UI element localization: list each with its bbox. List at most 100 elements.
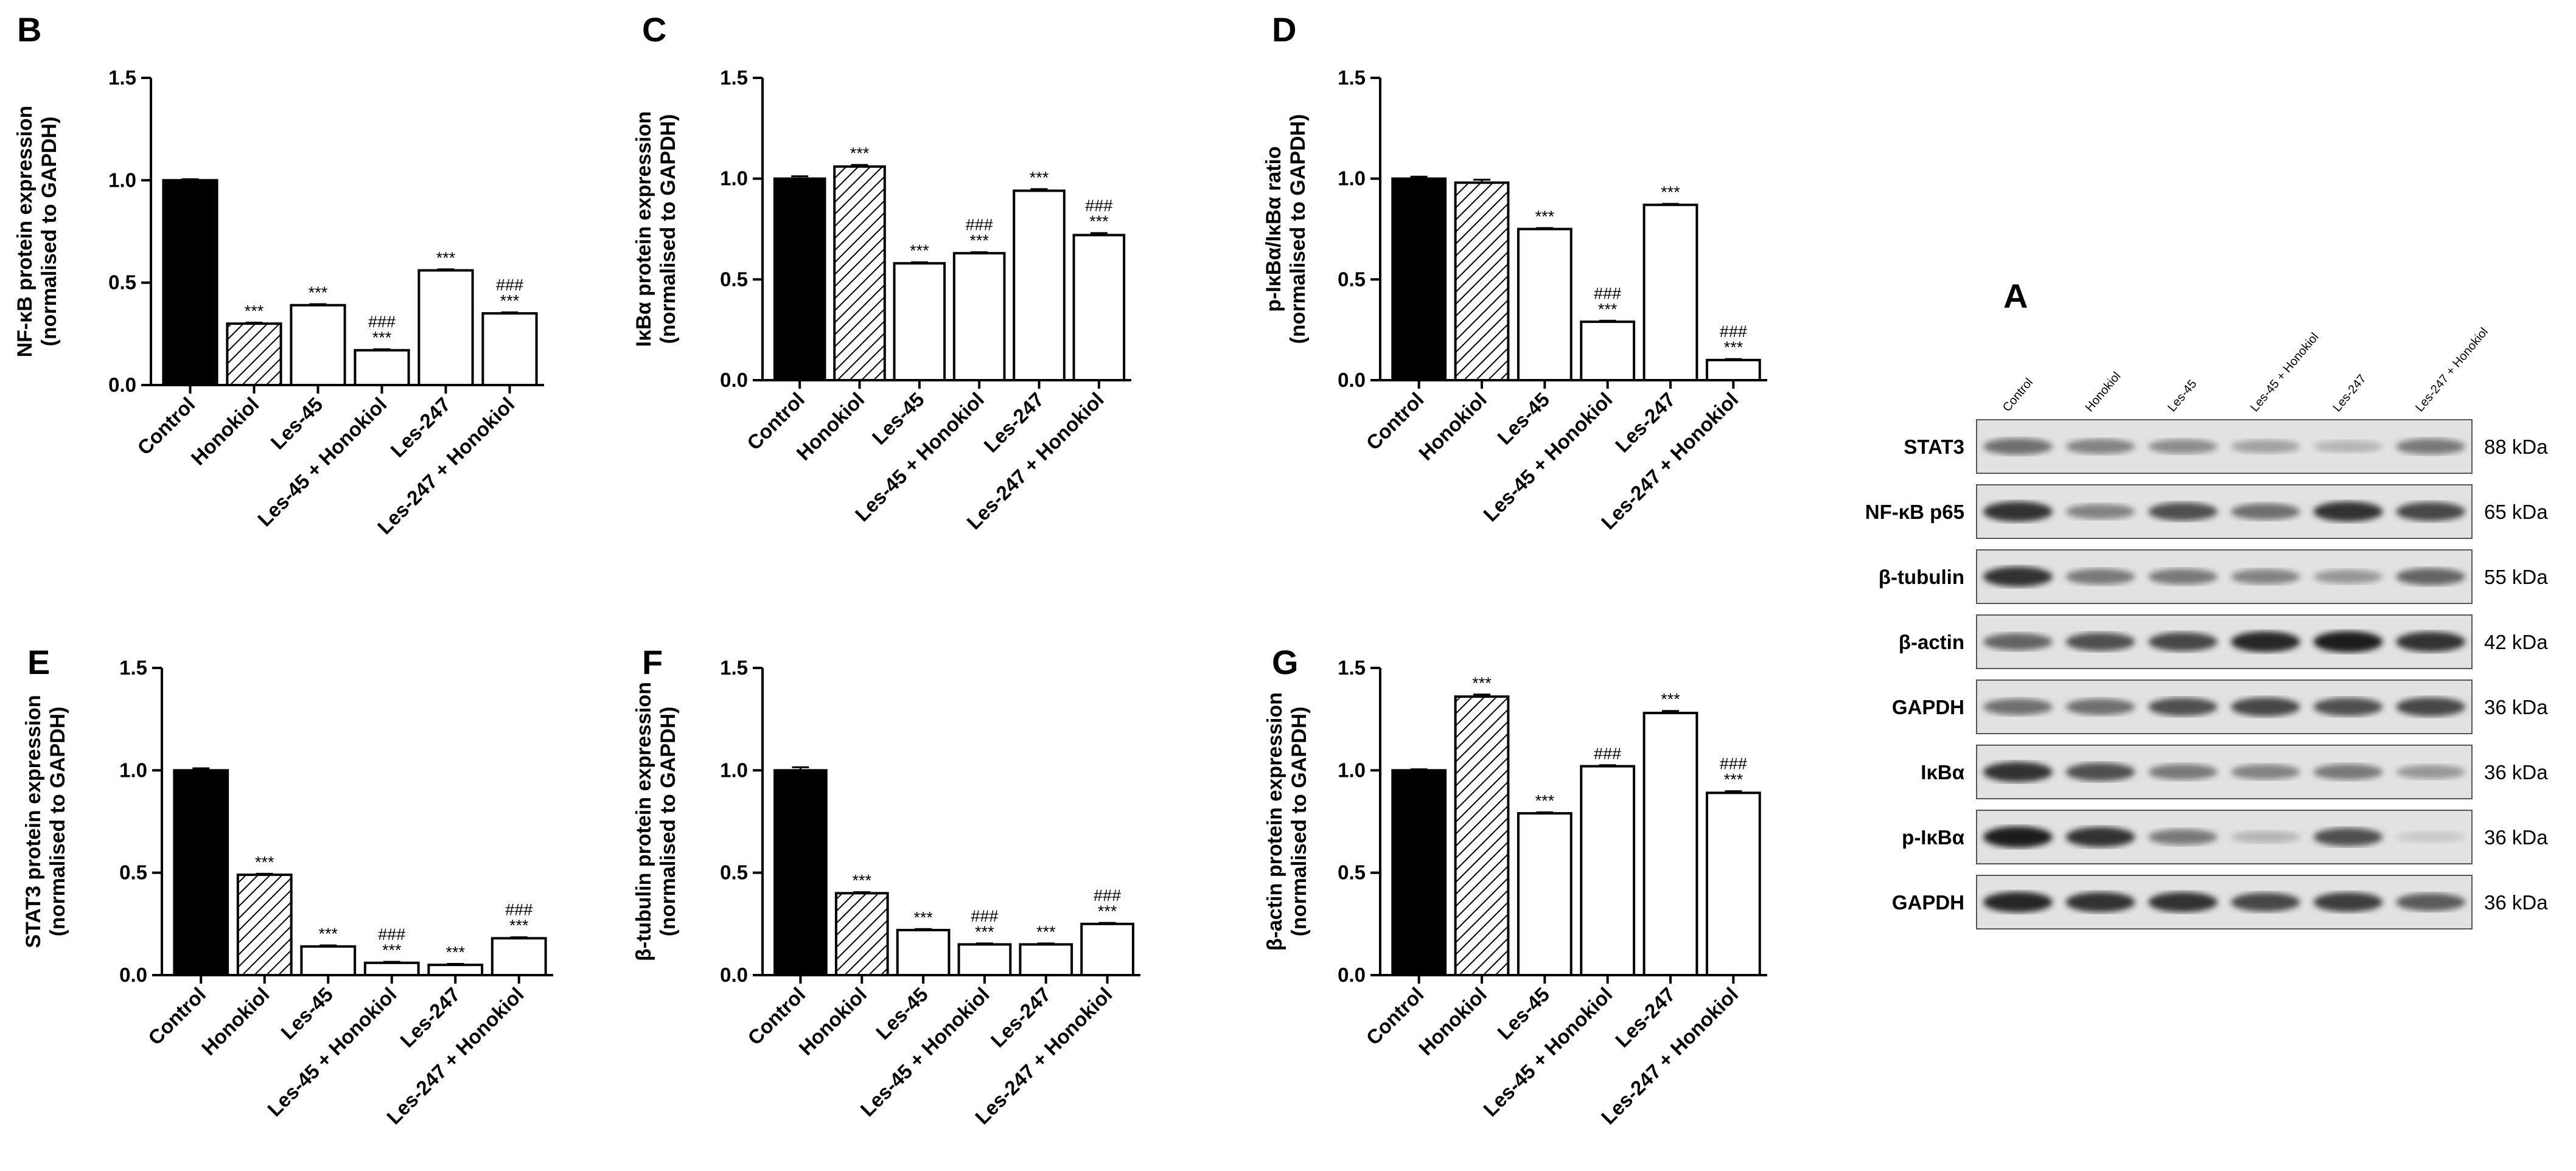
bar <box>1642 203 1698 381</box>
x-category-label: Control <box>133 393 199 459</box>
y-tick-label: 1.0 <box>108 169 136 191</box>
blot-band <box>2313 698 2383 716</box>
blot-band <box>1983 633 2053 650</box>
significance-stars: *** <box>1598 300 1618 318</box>
blot-band <box>2313 569 2383 584</box>
blot-band <box>2148 892 2218 912</box>
chart-panel-f: F 0.0 0.5 1.0 1.5 β-tubulin protein expressio… <box>632 643 1140 1128</box>
x-category-label: Honokiol <box>1414 983 1491 1060</box>
significance-hashes: ### <box>966 216 993 234</box>
x-category-label: Honokiol <box>186 393 263 470</box>
blot-band <box>2396 832 2466 843</box>
significance-hashes: ### <box>1594 284 1621 302</box>
x-category-label: Honokiol <box>197 983 274 1060</box>
significance-stars: *** <box>445 943 465 961</box>
significance-stars: *** <box>969 232 989 250</box>
blot-band <box>2065 698 2135 715</box>
bar <box>957 943 1012 976</box>
x-category-label: Les-45 <box>871 983 932 1044</box>
blot-band <box>2065 763 2135 781</box>
lane-label: Control <box>2000 376 2036 415</box>
blot-row: IκBα 36 kDa <box>1921 745 2548 799</box>
y-axis-title-line1: NF-κB protein expression <box>13 106 37 358</box>
significance-hashes: ### <box>1094 886 1121 905</box>
blot-kda-label: 88 kDa <box>2484 436 2548 458</box>
bar <box>1517 812 1572 976</box>
significance-stars: *** <box>1472 674 1492 692</box>
bar <box>363 961 420 977</box>
panel-letter: G <box>1272 643 1299 681</box>
blot-band <box>1983 698 2053 715</box>
bar <box>1454 181 1510 381</box>
blot-membrane <box>1976 745 2473 799</box>
significance-stars: *** <box>1030 169 1049 187</box>
blot-band <box>2148 569 2218 585</box>
y-tick-label: 0.0 <box>1338 964 1366 986</box>
blot-band <box>2396 568 2466 585</box>
blot-membrane <box>1976 875 2473 930</box>
blot-band <box>1983 566 2053 587</box>
blot-band <box>2396 893 2466 911</box>
blot-band <box>2148 502 2218 521</box>
y-axis-title-line2: (normalised to GAPDH) <box>46 707 69 937</box>
blot-band <box>2230 503 2300 520</box>
y-axis-title-line1: β-actin protein expression <box>1263 692 1286 951</box>
blot-band <box>2148 632 2218 652</box>
y-tick-label: 1.5 <box>720 656 748 679</box>
blot-kda-label: 36 kDa <box>2484 891 2548 914</box>
blot-row-label: STAT3 <box>1904 436 1964 458</box>
significance-stars: *** <box>1098 902 1117 920</box>
bar <box>1580 765 1636 976</box>
bar <box>773 177 826 381</box>
x-category-label: Les-45 <box>1493 388 1554 449</box>
chart-panel-e: E 0.0 0.5 1.0 1.5 STAT3 protein expression (no… <box>22 643 553 1128</box>
y-tick-label: 0.5 <box>720 268 748 290</box>
bar <box>427 964 484 976</box>
significance-stars: *** <box>913 908 933 926</box>
blot-kda-label: 36 kDa <box>2484 696 2548 718</box>
y-axis-title-line2: (normalised to GAPDH) <box>1286 114 1310 344</box>
bar <box>162 179 218 386</box>
significance-hashes: ### <box>1720 755 1747 773</box>
significance-stars: *** <box>850 144 870 162</box>
bar <box>952 252 1006 382</box>
significance-stars: *** <box>1535 207 1555 226</box>
bar <box>290 304 346 387</box>
significance-stars: *** <box>382 941 402 959</box>
blot-band <box>1983 501 2053 522</box>
blot-band <box>2313 501 2383 522</box>
significance-hashes: ### <box>505 901 532 919</box>
y-tick-label: 0.0 <box>119 964 147 986</box>
chart-panel-b: B 0.0 0.5 1.0 1.5 NF-κB protein expression (no… <box>13 10 544 538</box>
blot-band <box>2313 440 2383 453</box>
lane-label: Les-45 + Honokiol <box>2248 330 2322 414</box>
panel-letter: D <box>1272 10 1296 49</box>
bar <box>1454 695 1510 976</box>
blot-band <box>2230 831 2300 843</box>
blot-band <box>1983 892 2053 912</box>
blot-band <box>2396 502 2466 521</box>
y-tick-label: 1.0 <box>720 167 748 190</box>
lane-label: Les-247 <box>2330 372 2368 415</box>
bar <box>354 349 410 386</box>
blot-row: p-IκBα 36 kDa <box>1902 810 2548 864</box>
lane-label: Les-247 + Honokiol <box>2413 325 2491 415</box>
significance-stars: *** <box>1724 338 1744 356</box>
y-tick-label: 1.5 <box>119 656 147 679</box>
panel-letter: B <box>17 10 41 49</box>
y-axis-title-line2: (normalised to GAPDH) <box>657 114 680 344</box>
bar <box>773 769 828 977</box>
significance-stars: *** <box>1036 923 1056 941</box>
significance-stars: *** <box>1089 212 1109 231</box>
y-tick-label: 0.0 <box>720 369 748 391</box>
blot-row-label: β-tubulin <box>1879 566 1964 588</box>
x-category-label: Control <box>144 983 210 1049</box>
blot-band <box>2230 892 2300 912</box>
blot-kda-label: 36 kDa <box>2484 761 2548 784</box>
significance-hashes: ### <box>368 313 396 331</box>
y-axis-title-line1: IκBα protein expression <box>632 111 655 347</box>
bar <box>481 312 538 387</box>
bar <box>834 892 889 977</box>
significance-stars: *** <box>1661 690 1680 709</box>
